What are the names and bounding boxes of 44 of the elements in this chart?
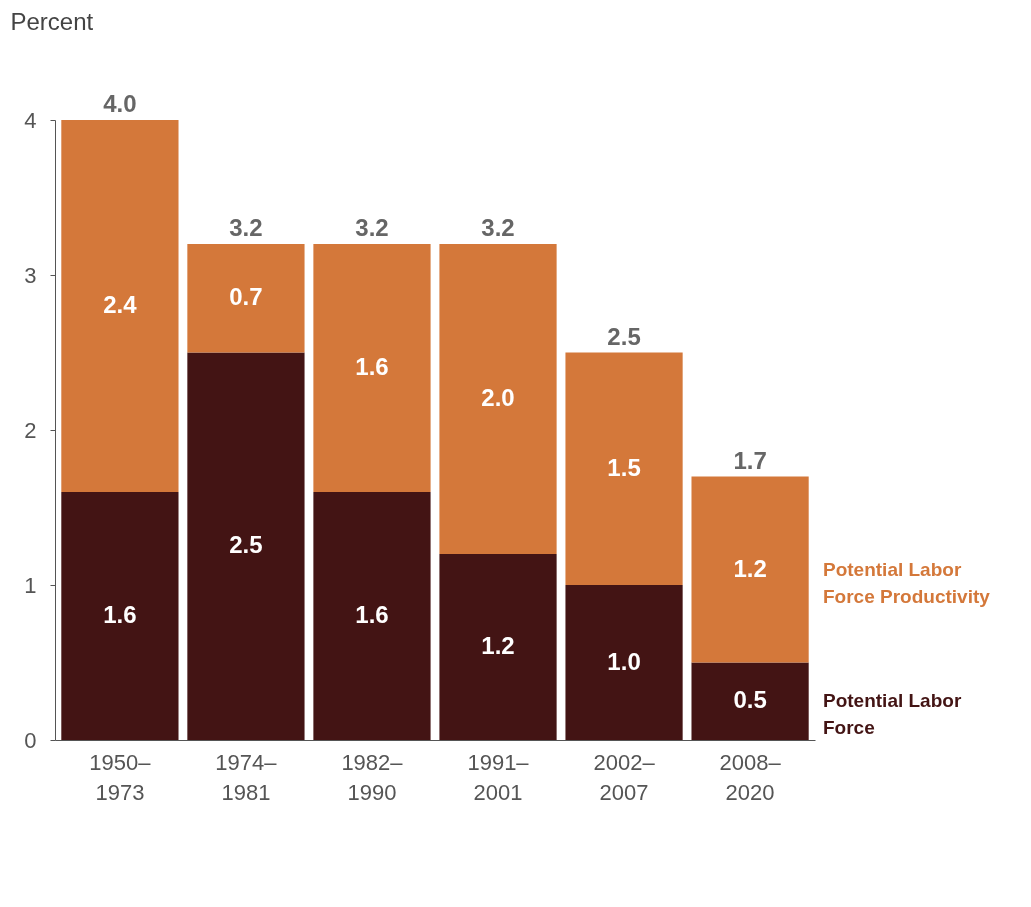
y-axis-title: Percent [10, 7, 94, 35]
bar [691, 662, 809, 740]
bar [439, 244, 557, 554]
bar [187, 352, 305, 740]
data-label: 0.5 [733, 686, 767, 714]
x-tick-label: 1974– 1981 [215, 749, 278, 805]
bar [565, 352, 683, 585]
data-label: 0.7 [229, 283, 263, 311]
data-label: 1.6 [355, 601, 389, 628]
total-label: 2.5 [607, 322, 641, 350]
total-label: 4.0 [103, 90, 137, 117]
bar [313, 492, 431, 740]
data-label: 2.5 [229, 531, 263, 559]
data-label: 1.5 [607, 453, 641, 481]
data-label: 1.2 [481, 632, 515, 659]
x-tick-label: 1991– 2001 [467, 749, 530, 805]
bar [61, 120, 179, 492]
data-label: 1.6 [103, 601, 137, 628]
bar [313, 244, 431, 492]
bar [61, 492, 179, 740]
bar [187, 244, 305, 353]
series-label: Potential Labor Force Productivity [823, 558, 991, 607]
data-label: 1.6 [355, 353, 389, 380]
x-tick-label: 1982– 1990 [341, 749, 404, 805]
bar [691, 476, 809, 663]
x-tick-label: 2008– 2020 [719, 749, 782, 805]
data-label: 2.4 [103, 291, 138, 318]
bar [439, 554, 557, 740]
total-label: 3.2 [229, 214, 263, 241]
total-label: 3.2 [481, 214, 515, 241]
total-label: 1.7 [733, 446, 767, 474]
data-label: 1.0 [607, 647, 641, 675]
y-tick-label: 1 [24, 572, 37, 598]
data-label: 2.0 [481, 384, 515, 411]
y-tick-label: 4 [24, 107, 37, 133]
total-label: 3.2 [355, 214, 389, 241]
y-tick-label: 3 [24, 262, 37, 288]
bar [565, 585, 683, 740]
x-tick-label: 2002– 2007 [593, 749, 656, 805]
y-tick-label: 2 [24, 417, 37, 443]
series-label: Potential Labor Force [823, 690, 962, 739]
data-label: 1.2 [733, 554, 767, 582]
y-tick-label: 0 [24, 727, 37, 753]
x-tick-label: 1950– 1973 [89, 749, 152, 805]
